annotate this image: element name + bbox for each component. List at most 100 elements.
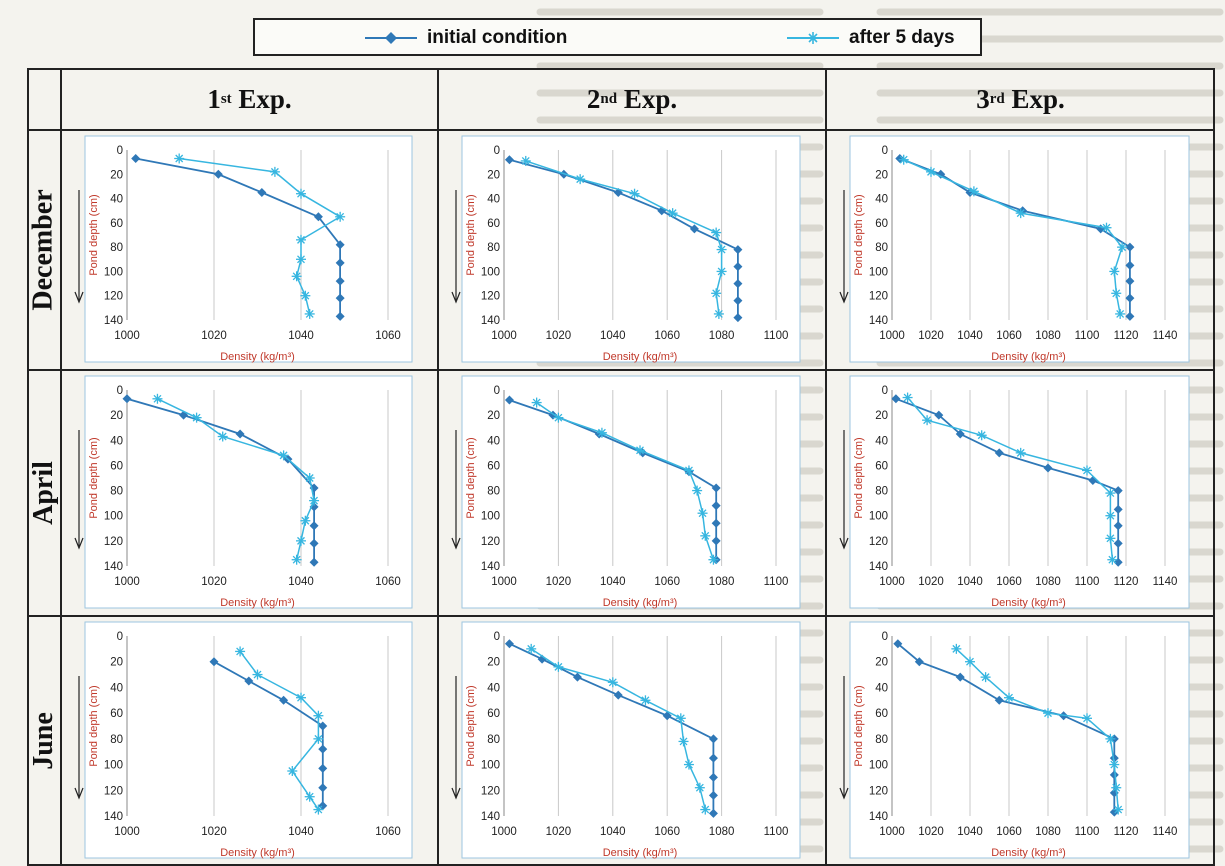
point-initial — [309, 557, 319, 567]
point-initial — [1109, 807, 1119, 817]
point-after5days — [269, 166, 280, 177]
point-after5days — [191, 412, 202, 423]
point-after5days — [1105, 733, 1116, 744]
y-tick-label: 40 — [487, 194, 500, 206]
y-tick-label: 100 — [481, 760, 500, 772]
x-tick-label: 1080 — [709, 330, 735, 342]
point-after5days — [1004, 692, 1014, 703]
point-after5days — [1082, 713, 1092, 724]
point-initial — [914, 657, 924, 667]
y-tick-label: 0 — [494, 145, 500, 157]
y-tick-label: 80 — [875, 734, 888, 746]
y-tick-label: 60 — [487, 218, 500, 230]
point-initial — [1113, 538, 1123, 548]
point-initial — [733, 245, 743, 255]
y-tick-label: 120 — [104, 291, 123, 303]
x-tick-label: 1080 — [1035, 576, 1061, 588]
series-line-after5days — [955, 648, 1119, 810]
y-tick-label: 100 — [869, 511, 888, 523]
x-tick-label: 1080 — [1035, 330, 1061, 342]
x-tick-label: 1000 — [114, 826, 140, 838]
y-tick-label: 100 — [104, 760, 123, 772]
point-after5days — [968, 186, 979, 197]
point-after5days — [926, 166, 936, 177]
x-tick-label: 1140 — [1153, 330, 1178, 342]
point-initial — [733, 313, 743, 323]
point-after5days — [596, 427, 607, 438]
point-after5days — [700, 804, 711, 815]
y-axis-label: Pond depth (cm) — [853, 437, 865, 518]
point-after5days — [667, 208, 678, 219]
depth-arrowhead-icon — [451, 537, 461, 550]
point-initial — [279, 695, 289, 705]
point-after5days — [296, 188, 306, 199]
y-tick-label: 80 — [487, 242, 500, 254]
y-tick-label: 20 — [110, 169, 123, 181]
chart-svg: 0 20 40 60 80 100 120 140 1000 1020 1040 1060 1080 11… — [451, 135, 801, 363]
chart-svg: 0 20 40 60 80 100 120 140 1000 1020 1040 1060 Pond d… — [74, 621, 413, 859]
x-tick-label: 1020 — [546, 826, 572, 838]
grid-border-lines — [27, 68, 1215, 866]
point-initial — [711, 483, 721, 493]
y-tick-label: 0 — [117, 385, 123, 397]
point-after5days — [713, 308, 724, 319]
point-after5days — [296, 535, 306, 546]
point-initial — [1125, 311, 1135, 321]
y-axis-label: Pond depth (cm) — [465, 685, 477, 766]
point-after5days — [1105, 488, 1116, 499]
y-tick-label: 120 — [481, 291, 500, 303]
y-tick-label: 140 — [104, 811, 123, 823]
point-after5days — [1101, 222, 1112, 233]
x-tick-label: 1100 — [1075, 826, 1100, 838]
point-after5days — [235, 646, 246, 657]
point-after5days — [304, 791, 315, 802]
depth-arrowhead-icon — [451, 291, 461, 304]
point-initial — [335, 240, 345, 250]
point-initial — [711, 501, 721, 511]
point-initial — [994, 448, 1004, 458]
chart-frame — [84, 135, 413, 363]
point-initial — [733, 279, 743, 289]
point-after5days — [313, 804, 324, 815]
y-tick-label: 120 — [104, 536, 123, 548]
row-label-april: April — [28, 461, 59, 525]
y-tick-label: 20 — [110, 657, 123, 669]
x-tick-label: 1020 — [918, 330, 944, 342]
chart-panel-december-2: 0 20 40 60 80 100 120 140 1000 1020 1040 1060 1080 11… — [440, 132, 824, 368]
x-tick-label: 1000 — [491, 576, 517, 588]
row-label-december: December — [28, 189, 60, 311]
point-after5days — [575, 174, 586, 185]
point-after5days — [1107, 554, 1118, 565]
y-tick-label: 80 — [487, 734, 500, 746]
point-initial — [1125, 276, 1135, 286]
y-tick-label: 140 — [481, 811, 500, 823]
point-initial — [318, 744, 328, 754]
y-tick-label: 40 — [875, 682, 888, 694]
y-tick-label: 20 — [487, 410, 500, 422]
depth-arrowhead-icon — [74, 787, 84, 800]
chart-frame — [461, 135, 801, 363]
point-after5days — [1015, 447, 1026, 458]
x-tick-label: 1060 — [375, 576, 401, 588]
x-tick-label: 1040 — [600, 576, 626, 588]
point-after5days — [675, 713, 686, 724]
point-initial — [711, 536, 721, 546]
point-initial — [235, 429, 245, 439]
point-initial — [213, 169, 223, 179]
point-after5days — [1015, 208, 1026, 219]
x-tick-label: 1060 — [654, 330, 680, 342]
y-tick-label: 0 — [882, 145, 888, 157]
y-tick-label: 60 — [875, 708, 888, 720]
point-initial — [504, 395, 514, 405]
point-after5days — [520, 155, 531, 166]
y-axis-label: Pond depth (cm) — [88, 685, 100, 766]
x-axis-label: Density (kg/m³) — [991, 847, 1066, 859]
chart-frame — [461, 621, 801, 859]
chart-svg: 0 20 40 60 80 100 120 140 1000 1020 1040 1060 Pond d… — [74, 135, 413, 363]
point-initial — [335, 276, 345, 286]
series-line-initial — [897, 643, 1116, 813]
row-label-june: June — [28, 712, 60, 770]
y-tick-label: 100 — [104, 266, 123, 278]
x-tick-label: 1060 — [375, 330, 401, 342]
